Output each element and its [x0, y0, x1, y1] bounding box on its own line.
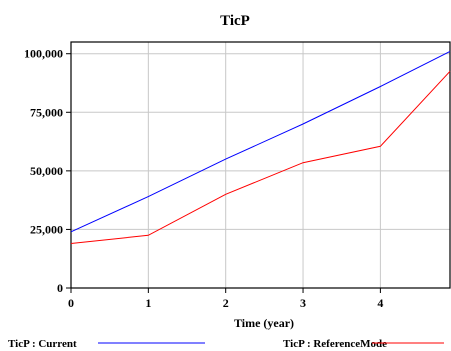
x-tick-label: 2	[223, 296, 229, 310]
x-tick-label: 1	[145, 296, 151, 310]
legend-label-2: TicP : ReferenceMode	[283, 338, 387, 350]
y-axis-ticks: 0 25,000 50,000 75,000 100,000	[24, 47, 71, 295]
plot-frame	[70, 41, 451, 289]
y-tick-label: 0	[57, 281, 63, 295]
series-line-2	[70, 70, 451, 244]
legend-label-1: TicP : Current	[8, 338, 77, 350]
series-line-1	[70, 50, 451, 233]
y-tick-label: 100,000	[24, 47, 63, 61]
grid-lines	[71, 42, 450, 288]
legend: TicP : Current TicP : ReferenceMode	[8, 338, 444, 350]
y-tick-label: 75,000	[30, 105, 63, 119]
y-tick-label: 25,000	[30, 222, 63, 236]
x-tick-label: 0	[68, 296, 74, 310]
x-axis-label: Time (year)	[234, 316, 294, 330]
chart-title: TicP	[220, 13, 250, 29]
x-axis-ticks: 0 1 2 3 4	[68, 288, 383, 310]
y-tick-label: 50,000	[30, 164, 63, 178]
series-lines	[70, 50, 451, 244]
x-tick-label: 4	[377, 296, 383, 310]
x-tick-label: 3	[300, 296, 306, 310]
